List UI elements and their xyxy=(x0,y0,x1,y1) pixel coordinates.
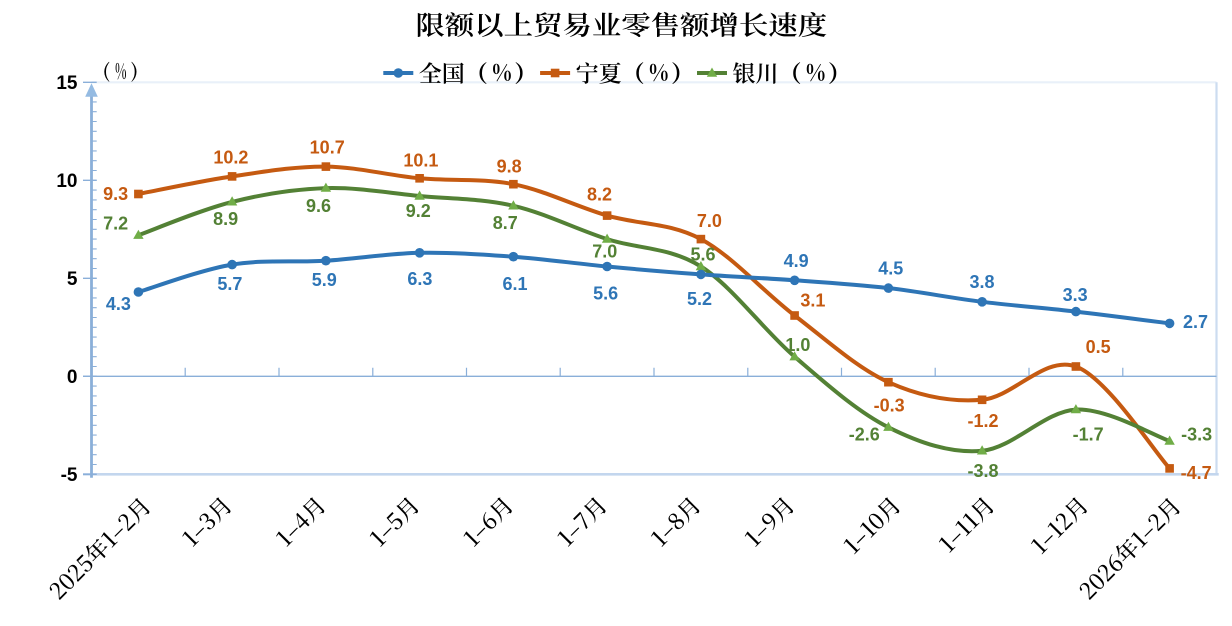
svg-text:4.9: 4.9 xyxy=(784,251,809,271)
svg-text:8.2: 8.2 xyxy=(587,184,612,204)
svg-text:10.1: 10.1 xyxy=(403,151,438,171)
svg-text:9.8: 9.8 xyxy=(497,156,522,176)
svg-text:5.2: 5.2 xyxy=(687,289,712,309)
svg-text:3.1: 3.1 xyxy=(800,291,825,311)
svg-text:6.3: 6.3 xyxy=(407,269,432,289)
svg-text:1.0: 1.0 xyxy=(785,335,810,355)
svg-text:3.3: 3.3 xyxy=(1063,285,1088,305)
svg-text:5.6: 5.6 xyxy=(593,284,618,304)
svg-text:0.5: 0.5 xyxy=(1086,337,1111,357)
svg-text:-2.6: -2.6 xyxy=(849,424,880,444)
svg-text:7.0: 7.0 xyxy=(592,242,617,262)
svg-text:10: 10 xyxy=(56,171,77,192)
svg-text:5.9: 5.9 xyxy=(312,270,337,290)
svg-text:8.7: 8.7 xyxy=(493,213,518,233)
svg-text:-1.7: -1.7 xyxy=(1073,424,1104,444)
svg-text:3.8: 3.8 xyxy=(969,272,994,292)
svg-text:5.7: 5.7 xyxy=(217,274,242,294)
svg-text:-1.2: -1.2 xyxy=(967,411,998,431)
svg-text:0: 0 xyxy=(67,367,78,388)
svg-text:2.7: 2.7 xyxy=(1183,312,1208,332)
svg-text:4.3: 4.3 xyxy=(106,294,131,314)
svg-text:7.0: 7.0 xyxy=(697,211,722,231)
svg-text:5.6: 5.6 xyxy=(690,245,715,265)
svg-text:-3.8: -3.8 xyxy=(967,461,998,481)
svg-text:9.3: 9.3 xyxy=(103,184,128,204)
svg-text:8.9: 8.9 xyxy=(213,209,238,229)
svg-text:4.5: 4.5 xyxy=(878,259,903,279)
svg-text:-4.7: -4.7 xyxy=(1181,463,1212,483)
svg-text:9.6: 9.6 xyxy=(306,196,331,216)
svg-text:9.2: 9.2 xyxy=(406,201,431,221)
svg-text:-3.3: -3.3 xyxy=(1181,424,1212,444)
svg-text:5: 5 xyxy=(67,269,78,290)
svg-text:10.7: 10.7 xyxy=(310,138,345,158)
svg-text:-5: -5 xyxy=(61,465,78,486)
svg-text:7.2: 7.2 xyxy=(103,213,128,233)
svg-text:10.2: 10.2 xyxy=(213,148,248,168)
svg-text:-0.3: -0.3 xyxy=(874,395,905,415)
svg-text:6.1: 6.1 xyxy=(502,274,527,294)
svg-text:15: 15 xyxy=(56,73,78,94)
